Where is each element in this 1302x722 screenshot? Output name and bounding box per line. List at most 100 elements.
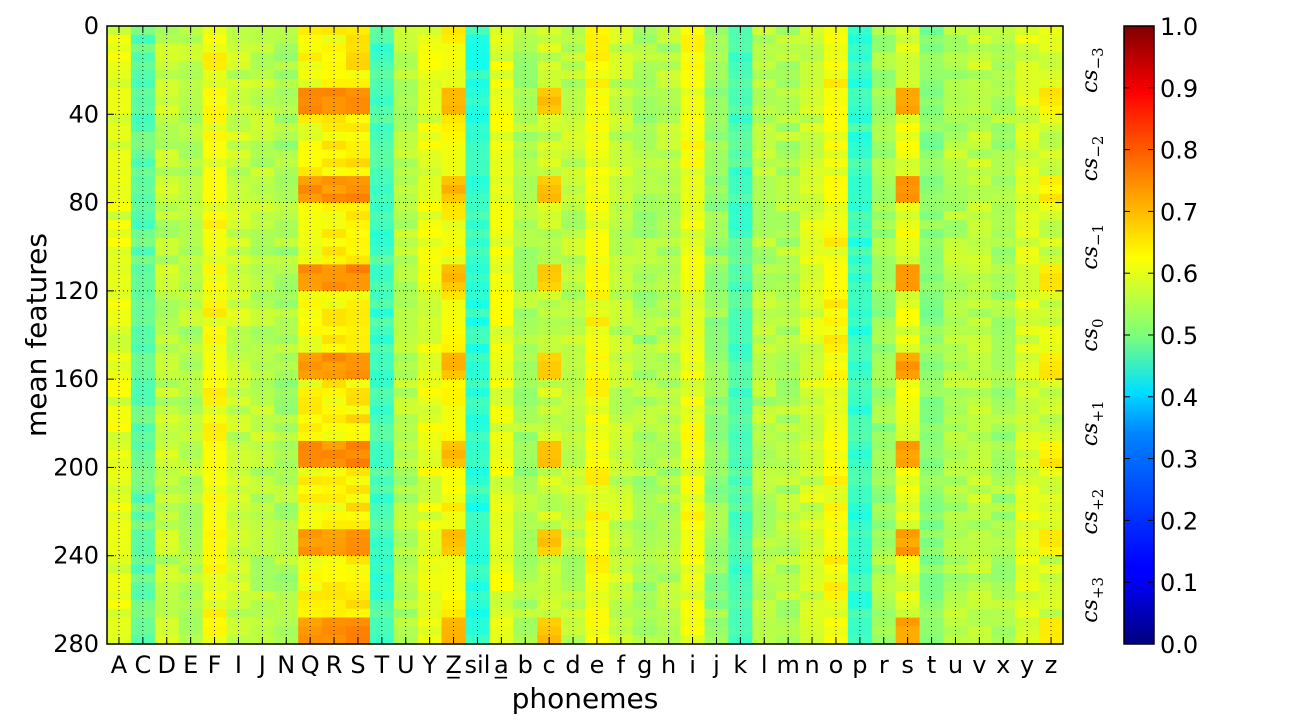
heatmap-cell [561,335,586,345]
heatmap-cell [1039,626,1064,636]
heatmap-cell [250,87,275,98]
heatmap-cell [680,502,706,513]
heatmap-cell [393,255,419,265]
heatmap-cell [346,52,371,62]
heatmap-cell [274,423,299,433]
heatmap-cell [107,379,132,389]
heatmap-cell [943,123,968,133]
heatmap-cell [417,608,443,619]
heatmap-cell [776,299,801,310]
heatmap-cell [991,158,1016,168]
heatmap-cell [441,396,467,407]
heatmap-cell [943,467,968,477]
y-tick-label: 80 [68,189,99,217]
heatmap-cell [369,176,395,186]
heatmap-cell [728,591,753,601]
x-tick-label: b [518,651,533,679]
heatmap-cell [441,264,467,274]
heatmap-cell [346,599,371,610]
heatmap-cell [274,43,299,54]
heatmap-cell [967,140,992,151]
heatmap-cell [322,123,347,133]
heatmap-cell [107,591,132,601]
heatmap-cell [704,467,729,477]
heatmap-cell [107,96,132,107]
heatmap-cell [322,308,347,318]
heatmap-cell [130,458,156,469]
group-label: cs−2 [1078,136,1107,182]
heatmap-cell [537,184,562,195]
heatmap-cell [298,264,323,274]
heatmap-cell [298,467,323,477]
heatmap-cell [489,158,514,168]
heatmap-cell [178,264,204,274]
group-label: cs−3 [1078,47,1107,93]
heatmap-cell [991,387,1016,398]
heatmap-cell [585,34,610,45]
heatmap-cell [752,34,777,45]
heatmap-cell [800,432,825,442]
heatmap-cell [202,34,228,45]
heatmap-cell [393,511,419,521]
heatmap-cell [800,114,825,124]
colorbar-tick-label: 0.9 [1160,75,1198,103]
heatmap-cell [847,123,873,133]
heatmap-cell [632,546,658,557]
heatmap-cell [226,608,251,619]
heatmap-cell [154,299,180,310]
heatmap-cell [1039,511,1064,521]
heatmap-cell [513,131,538,142]
heatmap-cell [226,140,251,151]
heatmap-cell [585,96,610,107]
heatmap-cell [274,52,299,62]
heatmap-cell [513,476,538,486]
x-tick-label: j [712,651,720,679]
heatmap-cell [250,591,275,601]
heatmap-cell [776,87,801,98]
heatmap-cell [513,432,538,442]
heatmap-cell [346,352,371,363]
heatmap-cell [202,564,228,574]
heatmap-cell [130,123,156,133]
heatmap-cell [680,308,706,318]
heatmap-cell [107,52,132,62]
heatmap-cell [776,114,801,124]
heatmap-cell [776,440,801,451]
heatmap-cell [895,546,921,557]
heatmap-cell [226,52,251,62]
heatmap-cell [800,599,825,610]
heatmap-cell [274,396,299,407]
heatmap-cell [728,176,753,186]
heatmap-cell [1015,255,1040,265]
heatmap-cell [943,264,968,274]
heatmap-cell [154,335,180,345]
heatmap-cell [585,555,610,566]
heatmap-cell [847,220,873,230]
heatmap-cell [585,520,610,530]
heatmap-cell [728,440,753,451]
heatmap-cell [322,211,347,221]
heatmap-cell [274,564,299,574]
heatmap-cell [704,140,729,151]
heatmap-cell [608,476,634,486]
heatmap-cell [704,396,729,407]
heatmap-cell [393,440,419,451]
colorbar: 0.00.10.20.30.40.50.60.70.80.91.0 [1123,13,1198,659]
heatmap-cell [585,290,610,301]
heatmap-cell [537,476,562,486]
heatmap-cell [871,229,897,239]
heatmap-cell [895,423,921,433]
heatmap-cell [632,299,658,310]
heatmap-cell [561,140,586,151]
heatmap-cell [728,379,753,389]
heatmap-cell [226,78,251,89]
heatmap-cell [680,220,706,230]
heatmap-cell [489,476,514,486]
heatmap-cell [154,87,180,98]
heatmap-cell [847,290,873,301]
heatmap-cell [393,184,419,195]
heatmap-cell [441,414,467,424]
heatmap-cell [178,599,204,610]
heatmap-cell [1039,229,1064,239]
